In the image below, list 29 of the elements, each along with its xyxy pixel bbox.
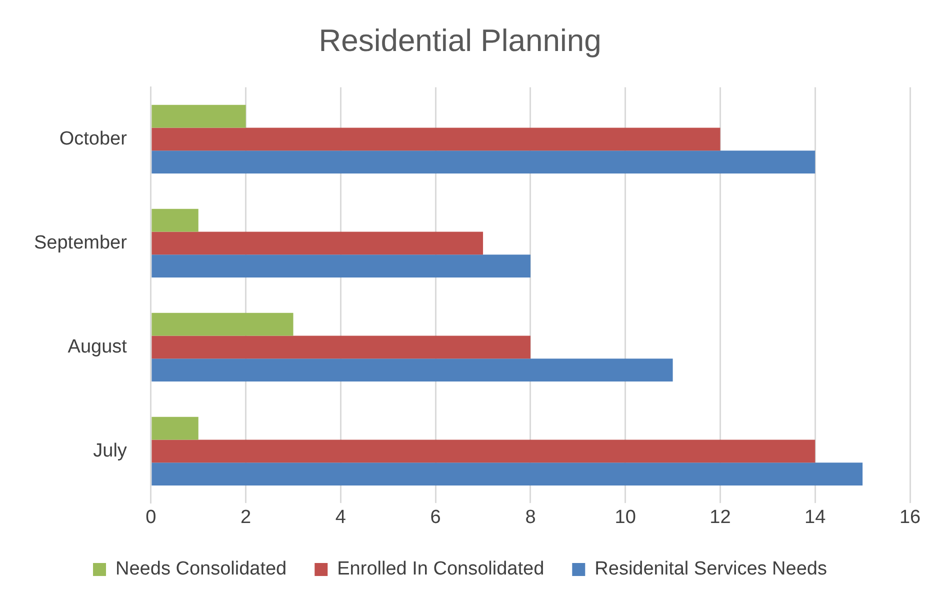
bar: [152, 104, 246, 128]
y-tick-label: October: [59, 128, 128, 150]
legend-label: Enrolled In Consolidated: [337, 558, 544, 580]
x-tick-label: 14: [804, 506, 826, 528]
x-tick-label: 16: [899, 506, 921, 528]
bar: [152, 232, 484, 255]
y-tick-label: July: [93, 440, 128, 462]
x-tick-label: 0: [146, 506, 156, 528]
y-tick-label: September: [34, 232, 128, 254]
chart-title: Residential Planning: [318, 23, 602, 58]
x-tick-label: 6: [430, 506, 441, 528]
bar: [152, 254, 530, 278]
x-tick-label: 4: [335, 506, 346, 528]
legend-label: Residenital Services Needs: [594, 558, 827, 580]
bar: [152, 440, 816, 463]
x-tick-label: 12: [710, 506, 731, 528]
bar: [152, 462, 863, 486]
x-tick-label: 10: [614, 506, 636, 528]
bar: [152, 150, 816, 174]
bar: [152, 208, 198, 232]
legend-label: Needs Consolidated: [116, 558, 287, 580]
bar: [152, 358, 673, 382]
y-tick-label: August: [68, 336, 128, 358]
bar: [152, 312, 294, 336]
x-tick-label: 2: [240, 506, 252, 528]
bar: [152, 416, 198, 440]
bar: [152, 128, 720, 151]
bar: [152, 336, 530, 359]
x-tick-label: 8: [525, 506, 536, 528]
